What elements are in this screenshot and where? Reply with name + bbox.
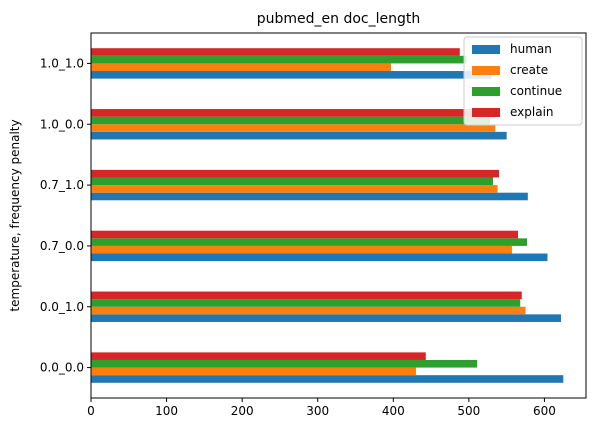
bar-human-0.0_1.0 <box>91 314 562 322</box>
legend: human create continue explain <box>463 36 583 126</box>
plot-frame <box>90 32 587 399</box>
bar-explain-0.0_0.0 <box>91 352 426 360</box>
legend-swatch-continue <box>472 87 500 96</box>
bars-group <box>91 48 564 383</box>
bar-human-0.7_1.0 <box>91 192 528 201</box>
legend-label-explain: explain <box>510 105 554 119</box>
y-axis-ticks: 0.0_0.0 0.0_1.0 0.7_0.0 0.7_1.0 1.0_0.0 1.0_1… <box>40 56 91 375</box>
legend-swatch-create <box>472 66 500 75</box>
bar-create-0.7_0.0 <box>91 245 512 254</box>
bar-explain-0.7_1.0 <box>91 169 500 178</box>
y-tick-label: 0.0_1.0 <box>40 300 84 314</box>
legend-swatch-explain <box>472 108 500 117</box>
x-tick-label: 100 <box>155 404 178 418</box>
legend-label-create: create <box>510 63 548 77</box>
legend-label-human: human <box>510 42 552 56</box>
bar-create-0.0_0.0 <box>91 367 416 376</box>
bar-continue-0.7_1.0 <box>91 177 494 186</box>
bar-human-1.0_1.0 <box>91 71 492 79</box>
bar-explain-1.0_0.0 <box>91 109 492 117</box>
x-tick-label: 0 <box>87 404 95 418</box>
bar-create-0.7_1.0 <box>91 185 498 193</box>
bar-create-0.0_1.0 <box>91 306 526 315</box>
bar-continue-0.0_0.0 <box>91 359 478 368</box>
x-tick-label: 300 <box>306 404 329 418</box>
x-tick-label: 600 <box>533 404 556 418</box>
y-tick-label: 0.7_1.0 <box>40 178 84 192</box>
bar-continue-0.0_1.0 <box>91 299 521 307</box>
x-tick-label: 500 <box>457 404 480 418</box>
bar-create-1.0_1.0 <box>91 63 392 72</box>
y-tick-label: 1.0_1.0 <box>40 56 84 70</box>
bar-continue-1.0_1.0 <box>91 55 467 64</box>
x-axis-ticks: 0 100 200 300 400 500 600 <box>87 398 556 418</box>
chart-title: pubmed_en doc_length <box>257 11 421 27</box>
y-tick-label: 0.0_0.0 <box>40 361 84 375</box>
y-tick-label: 1.0_0.0 <box>40 117 84 131</box>
bar-explain-1.0_1.0 <box>91 48 460 56</box>
bar-continue-1.0_0.0 <box>91 116 491 125</box>
legend-box <box>463 36 583 126</box>
y-tick-label: 0.7_0.0 <box>40 239 84 253</box>
bar-explain-0.0_1.0 <box>91 291 522 300</box>
legend-swatch-human <box>472 45 500 54</box>
bar-continue-0.7_0.0 <box>91 238 528 246</box>
bar-explain-0.7_0.0 <box>91 230 518 239</box>
bar-human-0.0_0.0 <box>91 375 564 383</box>
legend-label-continue: continue <box>510 84 562 98</box>
bar-human-0.7_0.0 <box>91 253 548 262</box>
bar-human-1.0_0.0 <box>91 131 507 140</box>
x-tick-label: 400 <box>382 404 405 418</box>
x-tick-label: 200 <box>231 404 254 418</box>
bar-create-1.0_0.0 <box>91 124 496 132</box>
y-axis-label: temperature, frequency penalty <box>8 119 22 311</box>
